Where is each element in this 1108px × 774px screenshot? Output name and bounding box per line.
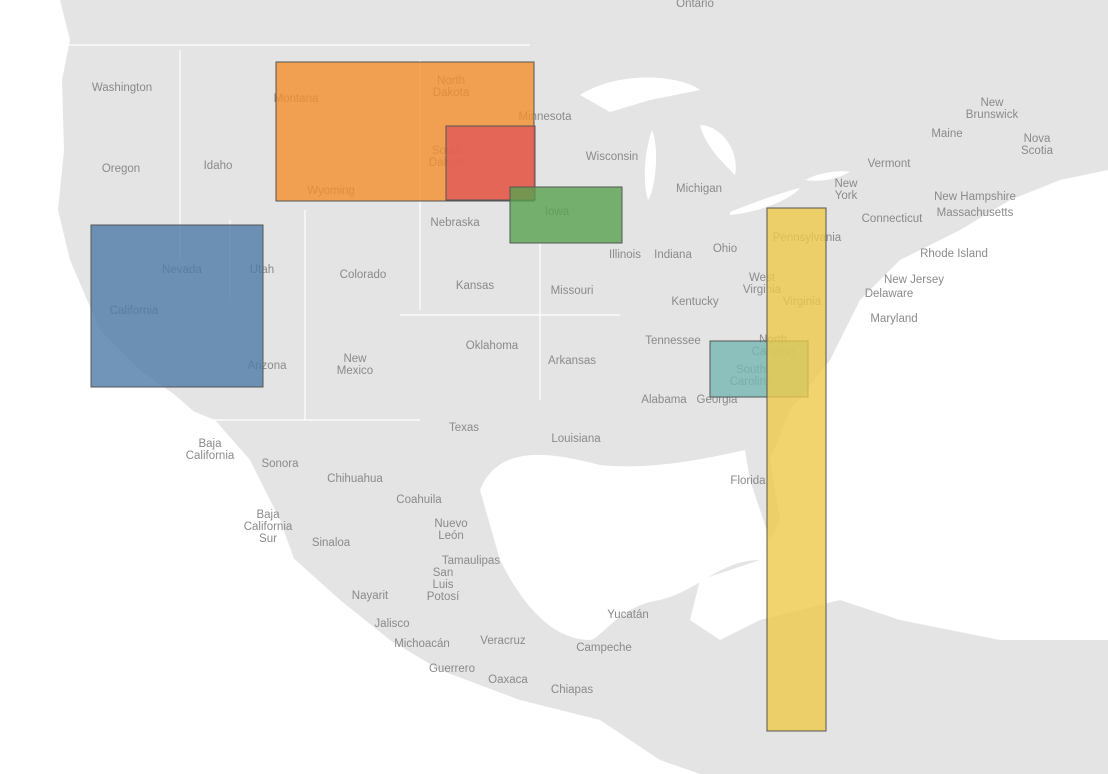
place-label: Maine [931, 128, 962, 140]
place-label: San Luis Potosí [427, 567, 460, 603]
place-label-line: San [433, 567, 453, 579]
place-label: Yucatán [607, 609, 649, 621]
place-label: Alabama [641, 394, 687, 406]
place-label: Campeche [576, 642, 632, 654]
place-label: New Brunswick [966, 97, 1019, 121]
place-label-line: León [438, 530, 464, 542]
place-label: Arkansas [548, 355, 596, 367]
place-label: Veracruz [480, 635, 526, 647]
place-label: Nuevo León [434, 518, 467, 542]
place-label-line: Potosí [427, 591, 460, 603]
place-label: Baja California [186, 438, 235, 462]
place-label: Sinaloa [312, 537, 351, 549]
place-label-line: New [834, 178, 858, 190]
place-label: Texas [449, 422, 479, 434]
place-label-line: California [186, 450, 235, 462]
place-label: Baja California Sur [244, 509, 293, 545]
place-label: Massachusetts [937, 207, 1014, 219]
place-label: Vermont [868, 158, 912, 170]
place-label: Nayarit [352, 590, 389, 602]
place-label: New Jersey [884, 274, 944, 286]
place-label: Idaho [204, 160, 233, 172]
place-label: Michigan [676, 183, 722, 195]
place-label: Kentucky [671, 296, 719, 308]
place-label: Jalisco [374, 618, 409, 630]
place-label: Ontario [676, 0, 714, 10]
place-label-line: Mexico [337, 365, 373, 377]
place-label-line: York [835, 190, 858, 202]
place-label: Maryland [870, 313, 917, 325]
place-label: Florida [730, 475, 766, 487]
place-label-line: Baja [256, 509, 280, 521]
place-label: Kansas [456, 280, 495, 292]
place-label: Coahuila [396, 494, 442, 506]
place-label: Nebraska [430, 217, 480, 229]
place-label: Rhode Island [920, 248, 988, 260]
place-label: Oregon [102, 163, 140, 175]
place-label: Oklahoma [466, 340, 519, 352]
place-label: Missouri [551, 285, 594, 297]
gulf-of-california [165, 400, 300, 575]
place-label-line: New [980, 97, 1004, 109]
lake-erie [730, 188, 800, 215]
lake-superior [580, 77, 700, 112]
place-label: Michoacán [394, 638, 450, 650]
place-label: Tennessee [645, 335, 701, 347]
place-label: Chiapas [551, 684, 593, 696]
place-label: Oaxaca [488, 674, 528, 686]
place-label-line: Sur [259, 533, 277, 545]
place-label: Nova Scotia [1021, 133, 1054, 157]
place-label: Sonora [261, 458, 299, 470]
place-label-line: Brunswick [966, 109, 1019, 121]
lake-huron [700, 125, 736, 175]
region-iowa [509, 186, 623, 244]
pacific-ocean [0, 0, 700, 774]
region-east-coast [766, 207, 827, 732]
place-label: Tamaulipas [442, 555, 500, 567]
region-west [90, 224, 264, 388]
place-label: Wisconsin [586, 151, 638, 163]
place-label: Indiana [654, 249, 692, 261]
place-label: New Mexico [337, 353, 373, 377]
place-label: New York [834, 178, 858, 202]
place-label-line: Nova [1024, 133, 1051, 145]
place-label: Chihuahua [327, 473, 383, 485]
place-label: Ohio [713, 243, 737, 255]
place-label-line: Baja [198, 438, 222, 450]
place-label: Colorado [340, 269, 387, 281]
gulf-of-mexico [480, 450, 770, 640]
place-label: Connecticut [862, 213, 924, 225]
place-label-line: Luis [432, 579, 453, 591]
lake-ontario [805, 171, 850, 181]
place-label: Washington [92, 82, 152, 94]
place-label: Guerrero [429, 663, 475, 675]
lake-michigan [644, 130, 657, 200]
place-label: Illinois [609, 249, 641, 261]
place-label: Delaware [865, 288, 914, 300]
place-label-line: Scotia [1021, 145, 1054, 157]
place-label-line: Nuevo [434, 518, 467, 530]
place-label: Louisiana [551, 433, 601, 445]
place-label: New Hampshire [934, 191, 1016, 203]
place-label-line: New [343, 353, 367, 365]
place-label-line: California [244, 521, 293, 533]
